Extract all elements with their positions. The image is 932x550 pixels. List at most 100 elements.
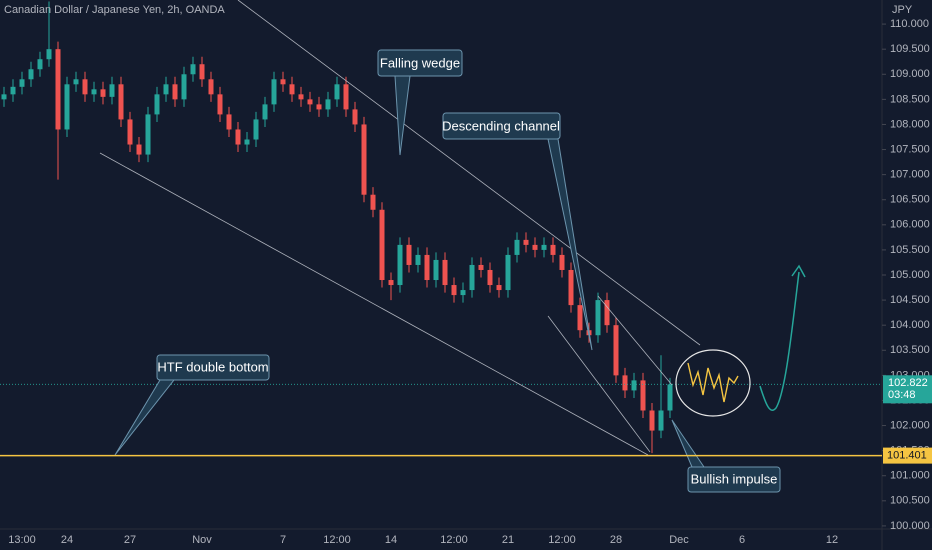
candle-body: [118, 84, 124, 120]
candle-body: [343, 84, 349, 110]
callout-box: [377, 49, 463, 77]
candle-body: [370, 194, 376, 210]
x-tick-label: 27: [124, 534, 136, 546]
candle-body: [172, 84, 178, 100]
candle-body: [136, 144, 142, 155]
candle-body: [154, 94, 160, 115]
channel-upper-line: [597, 295, 673, 386]
candle-body: [298, 94, 304, 100]
candle-body: [10, 86, 16, 95]
candle-body: [631, 380, 637, 391]
candle-body: [46, 49, 52, 60]
candle-body: [442, 259, 448, 286]
x-tick-label: Nov: [192, 534, 212, 546]
candle-body: [91, 89, 97, 95]
candle-body: [469, 264, 475, 291]
candle-body: [577, 305, 583, 331]
candle-body: [334, 84, 340, 100]
wedge-upper-line: [237, 0, 701, 346]
y-tick-label: 100.000: [890, 520, 930, 532]
y-tick-label: 106.000: [890, 219, 930, 231]
level-label-box: [883, 447, 932, 464]
candle-body: [37, 59, 43, 70]
candle-body: [415, 254, 421, 265]
arrow-head: [791, 264, 806, 278]
candle-body: [559, 254, 565, 270]
candle-body: [541, 244, 547, 250]
last-price-box: [883, 375, 932, 404]
candle-body: [226, 114, 232, 130]
candle-body: [325, 99, 331, 110]
candle-body: [667, 384, 673, 411]
x-tick-label: 12:00: [548, 534, 576, 546]
candle-body: [217, 94, 223, 115]
candle-body: [496, 285, 502, 291]
candle-body: [451, 285, 457, 296]
candle-body: [64, 84, 70, 130]
x-tick-label: 12: [826, 534, 838, 546]
countdown-label: 03:48: [888, 389, 916, 401]
candle-body: [550, 244, 556, 255]
candle-body: [604, 300, 610, 326]
candle-body: [424, 254, 430, 281]
candle-body: [433, 259, 439, 281]
chart-title: Canadian Dollar / Japanese Yen, 2h, OAND…: [4, 4, 225, 16]
candle-body: [379, 209, 385, 281]
y-tick-label: 103.500: [890, 344, 930, 356]
y-tick-label: 104.000: [890, 319, 930, 331]
candle-body: [640, 380, 646, 411]
candle-body: [262, 104, 268, 120]
y-tick-label: 107.500: [890, 143, 930, 155]
x-tick-label: Dec: [669, 534, 689, 546]
candle-body: [244, 139, 250, 145]
projection-path: [687, 362, 739, 403]
candle-body: [190, 64, 196, 75]
y-tick-label: 105.500: [890, 244, 930, 256]
annotation: Descending channel: [442, 118, 560, 133]
candle-body: [163, 84, 169, 95]
axis-labels: 100.000100.500101.000101.500102.000102.5…: [0, 18, 932, 546]
candle-body: [658, 410, 664, 431]
projection-ellipse: [675, 349, 751, 417]
callout-box: [687, 466, 781, 493]
y-tick-label: 100.500: [890, 495, 930, 507]
x-tick-label: 24: [61, 534, 73, 546]
candle-body: [28, 69, 34, 80]
candle-body: [613, 325, 619, 376]
candle-body: [505, 254, 511, 291]
wedge-lower-line: [99, 152, 649, 456]
candle-body: [352, 109, 358, 125]
y-tick-label: 108.000: [890, 118, 930, 130]
candle-body: [271, 79, 277, 105]
candle-body: [487, 269, 493, 286]
y-tick-label: 102.000: [890, 419, 930, 431]
level-label: 101.401: [887, 450, 927, 462]
last-price-label: 102.822: [888, 377, 928, 389]
y-tick-label: 105.000: [890, 269, 930, 281]
candle-body: [55, 49, 61, 130]
x-tick-label: 7: [280, 534, 286, 546]
x-tick-label: 14: [385, 534, 397, 546]
x-tick-label: 21: [502, 534, 514, 546]
candle-body: [568, 269, 574, 306]
plot: [0, 1, 882, 454]
candle-body: [19, 79, 25, 87]
candle-body: [82, 79, 88, 95]
y-tick-label: 109.500: [890, 43, 930, 55]
candle-body: [397, 244, 403, 286]
candle-body: [181, 74, 187, 100]
y-tick-label: 108.500: [890, 93, 930, 105]
x-tick-label: 6: [739, 534, 745, 546]
candle-body: [127, 119, 133, 145]
candle-body: [235, 129, 241, 145]
candle-body: [649, 410, 655, 431]
candle-body: [280, 79, 286, 85]
callout-box: [156, 354, 270, 381]
candle-body: [514, 239, 520, 255]
x-tick-label: 13:00: [8, 534, 36, 546]
candle-body: [253, 119, 259, 140]
y-tick-label: 104.500: [890, 294, 930, 306]
candle-body: [523, 239, 529, 245]
